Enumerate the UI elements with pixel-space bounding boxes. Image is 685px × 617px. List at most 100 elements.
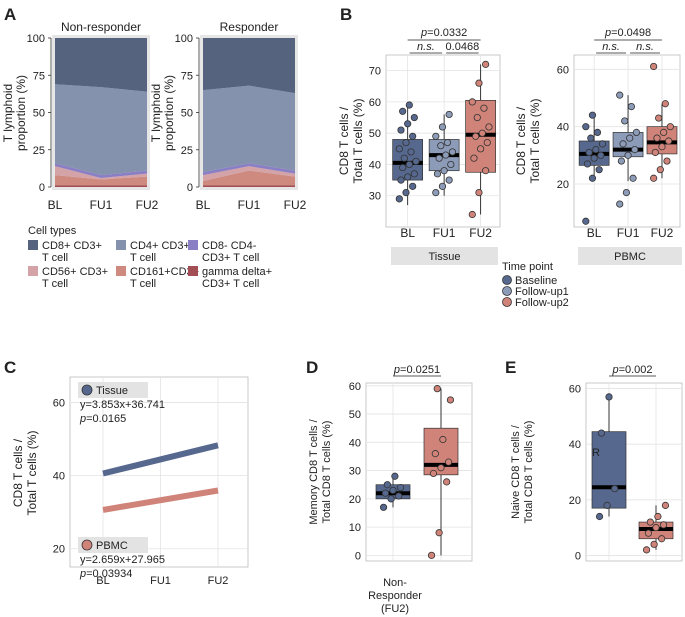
significance-label: p=0.0498 bbox=[604, 27, 651, 39]
panel-b-fu2-point bbox=[650, 174, 658, 182]
panel-e-fu2-point bbox=[646, 518, 654, 526]
panel-d-baseline-point bbox=[383, 481, 391, 489]
series-marker-tissue bbox=[81, 384, 93, 396]
legend-label: CD8+ CD3+ bbox=[42, 240, 102, 252]
legend-label: T cell bbox=[130, 252, 156, 264]
y-tick-label: 60 bbox=[349, 381, 361, 393]
x-tick-label: BL bbox=[96, 575, 109, 587]
y-tick-label: 100 bbox=[27, 33, 45, 45]
y-tick-label: 25 bbox=[33, 145, 45, 157]
p-value: =0.0332 bbox=[427, 27, 467, 39]
facet-strip-label: PBMC bbox=[614, 251, 646, 263]
y-tick-label: 40 bbox=[557, 122, 569, 134]
panel-b-fu2-point bbox=[477, 145, 485, 153]
panel-b-fu1-point bbox=[438, 182, 447, 190]
panel-b-fu2-point bbox=[482, 167, 490, 175]
panel-b-fu1-point bbox=[433, 170, 442, 178]
x-tick-label: BL bbox=[587, 226, 602, 240]
panel-letter-d: D bbox=[306, 358, 318, 377]
legend-label: CD4+ CD3+ bbox=[130, 240, 190, 252]
legend-label: CD161+CD3+ bbox=[130, 266, 199, 278]
area-gd bbox=[203, 185, 295, 187]
panel-d-baseline-point bbox=[379, 503, 388, 511]
panel-b-fu1-point bbox=[616, 91, 624, 99]
panel-d-fu2-point bbox=[433, 385, 441, 393]
legend-label: T cell bbox=[42, 278, 68, 290]
y-tick-label: 20 bbox=[569, 495, 581, 507]
y-tick-label: 60 bbox=[557, 64, 569, 76]
area-dn bbox=[55, 163, 147, 179]
panel-e-fu2-point bbox=[658, 535, 666, 543]
panel-b-fu1-point bbox=[631, 146, 639, 154]
panel-b-fu1-point bbox=[627, 103, 635, 111]
panel-b-bl-point bbox=[404, 120, 412, 128]
panel-a-legend-title: Cell types bbox=[28, 225, 77, 237]
panel-b-fu1-point bbox=[437, 142, 445, 150]
p-value: =0.0251 bbox=[400, 364, 440, 376]
x-tick-label: BL bbox=[196, 198, 211, 212]
panel-d-baseline-point bbox=[395, 492, 403, 500]
panel-e-fu2-point bbox=[644, 529, 653, 537]
p-italic: p bbox=[393, 364, 400, 376]
panel-b-bl-point bbox=[410, 113, 418, 122]
area-cd56 bbox=[55, 166, 147, 180]
panel-e-baseline-box bbox=[591, 431, 627, 509]
panel-letter-e: E bbox=[505, 358, 516, 377]
panel-a-facet-title: Non-responder bbox=[61, 20, 141, 34]
panel-b-fu1-point bbox=[447, 160, 455, 169]
panel-b-ylabel-line2: Total T cells (%) bbox=[528, 99, 542, 184]
regression-p-value: p=0.0165 bbox=[79, 413, 126, 425]
p-italic: p bbox=[79, 413, 86, 425]
y-tick-label: 30 bbox=[369, 191, 381, 203]
panel-e-fu2-point bbox=[652, 524, 660, 532]
x-tick-label: FU2 bbox=[208, 575, 229, 587]
panel-b-bl-point bbox=[402, 138, 410, 147]
area-dn bbox=[203, 163, 295, 176]
legend-label: gamma delta+ bbox=[202, 266, 272, 278]
facet-strip-label: Tissue bbox=[429, 251, 461, 263]
x-tick-label: FU2 bbox=[469, 226, 492, 240]
panel-e-fu2-point bbox=[659, 521, 668, 529]
panel-b-ylabel-line1: CD8 T cells / bbox=[337, 106, 351, 175]
panel-b-bl-point bbox=[407, 148, 415, 156]
panel-b-bl-point bbox=[597, 151, 605, 159]
panel-d-fu2-point bbox=[443, 478, 451, 486]
significance-label: n.s. bbox=[417, 41, 435, 53]
significance-label: n.s. bbox=[636, 41, 654, 53]
panel-b-bl-point bbox=[399, 163, 407, 172]
y-tick-label: 20 bbox=[557, 179, 569, 191]
panel-b-fu2-point bbox=[483, 138, 491, 147]
panel-e-baseline-point bbox=[595, 512, 604, 521]
y-tick-label: 40 bbox=[53, 471, 65, 483]
y-tick-label: 60 bbox=[569, 384, 581, 396]
panel-b-fu2-point bbox=[475, 189, 483, 197]
y-tick-label: 0 bbox=[355, 550, 361, 562]
panel-b-fu2-point bbox=[473, 113, 481, 122]
panel-e-ylabel-line2: Total CD8 T cells (%) bbox=[523, 421, 535, 524]
panel-b-fu2-point bbox=[666, 123, 674, 131]
legend-swatch-cd8 bbox=[28, 240, 38, 250]
x-tick-label: FU1 bbox=[433, 226, 456, 240]
panel-b-fu2-point bbox=[482, 60, 490, 68]
panel-b-bl-point bbox=[583, 160, 592, 168]
panel-letter-c: C bbox=[4, 358, 16, 377]
panel-d-xlabel: (FU2) bbox=[381, 603, 409, 615]
panel-b-bl-point bbox=[404, 173, 412, 181]
p-value: =0.0498 bbox=[611, 27, 651, 39]
panel-b-fu2-point bbox=[660, 128, 668, 136]
panel-b-bl-point bbox=[412, 157, 420, 165]
significance-label: p=0.0332 bbox=[420, 27, 467, 39]
regression-line-tissue bbox=[102, 442, 219, 477]
panel-b-bl-point bbox=[585, 148, 593, 157]
significance-label: p=0.0251 bbox=[393, 364, 440, 376]
panel-b-fu2-point bbox=[475, 79, 483, 87]
facet-strip bbox=[391, 247, 498, 265]
panel-b-fu1-point bbox=[440, 167, 448, 175]
y-tick-label: 40 bbox=[569, 439, 581, 451]
panel-b-ylabel-line2: Total T cells (%) bbox=[351, 99, 365, 184]
area-cd161 bbox=[203, 170, 295, 186]
panel-b-fu1-point bbox=[445, 110, 453, 119]
x-tick-label: BL bbox=[400, 226, 415, 240]
panel-b-bl-point bbox=[405, 101, 413, 109]
y-tick-label: 30 bbox=[349, 466, 361, 478]
